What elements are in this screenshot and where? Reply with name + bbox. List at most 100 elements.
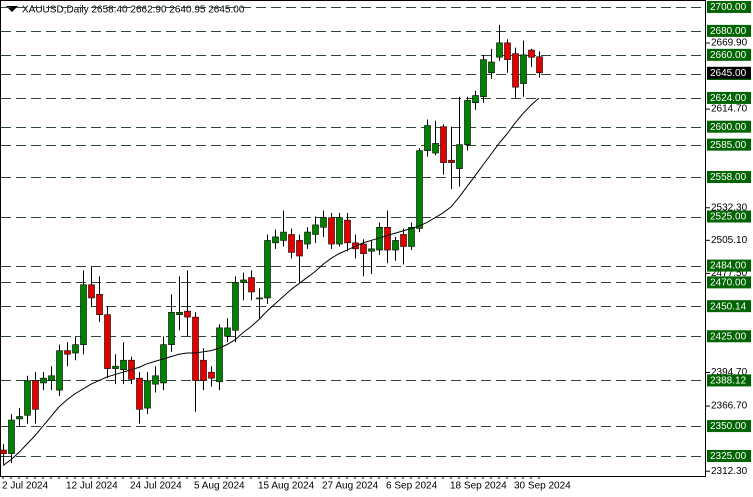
- level-label-box: [707, 276, 751, 289]
- level-label: 2660.00: [710, 50, 747, 61]
- candle-body: [152, 375, 159, 385]
- level-label-box: [707, 138, 751, 151]
- candle-body: [8, 419, 15, 454]
- candle-body: [24, 380, 31, 416]
- candle-body: [480, 59, 487, 98]
- level-label: 2484.00: [710, 261, 747, 272]
- candle-body: [168, 312, 175, 345]
- candle-body: [296, 240, 303, 257]
- candle-body: [16, 416, 23, 420]
- level-label: 2600.00: [710, 122, 747, 133]
- candle-body: [264, 240, 271, 299]
- candle-body: [472, 95, 479, 104]
- y-tick-label: 2505.10: [711, 235, 748, 246]
- level-label: 2350.00: [710, 421, 747, 432]
- y-tick-label: 2669.90: [711, 38, 748, 49]
- candle-body: [520, 54, 527, 84]
- candle-body: [56, 350, 63, 391]
- level-label: 2325.00: [710, 451, 747, 462]
- level-label: 2388.12: [710, 376, 747, 387]
- candle-body: [496, 42, 503, 58]
- level-label-box: [707, 0, 751, 13]
- candle-body: [240, 279, 247, 283]
- level-label: 2425.00: [710, 331, 747, 342]
- candle-body: [392, 240, 399, 251]
- chart-title: XAUUSD,Daily 2658.40 2662.90 2640.95 264…: [22, 5, 245, 16]
- candle-body: [272, 236, 279, 244]
- level-label-box: [707, 300, 751, 313]
- candle-body: [208, 371, 215, 379]
- candle-body: [280, 231, 287, 241]
- y-tick-label: 2477.50: [711, 268, 748, 279]
- candle-body: [176, 312, 183, 315]
- candle-body: [360, 243, 367, 254]
- level-label: 2470.00: [710, 278, 747, 289]
- x-tick-label: 15 Aug 2024: [258, 481, 315, 492]
- candle-body: [64, 350, 71, 355]
- level-label: 2680.00: [710, 26, 747, 37]
- level-label-box: [707, 170, 751, 183]
- level-label-box: [707, 420, 751, 433]
- level-label-box: [707, 259, 751, 272]
- candle-body: [456, 144, 463, 169]
- candle-body: [504, 42, 511, 60]
- candle-body: [136, 377, 143, 410]
- candle-body: [400, 234, 407, 247]
- level-label-box: [707, 48, 751, 61]
- candle-body: [144, 380, 151, 409]
- candle-body: [528, 49, 535, 58]
- x-tick-label: 12 Jul 2024: [66, 481, 118, 492]
- candle-body: [32, 380, 39, 410]
- candle-body: [96, 294, 103, 315]
- level-label-box: [707, 210, 751, 223]
- x-tick-label: 24 Jul 2024: [130, 481, 182, 492]
- last-price-box: [707, 66, 751, 79]
- candle-body: [440, 126, 447, 163]
- candle-body: [248, 277, 255, 293]
- candle-body: [328, 217, 335, 245]
- candle-body: [0, 449, 7, 454]
- x-tick-label: 18 Sep 2024: [450, 481, 507, 492]
- candle-body: [104, 314, 111, 369]
- candle-body: [80, 284, 87, 345]
- candle-body: [288, 234, 295, 253]
- level-label: 2450.14: [710, 301, 747, 312]
- y-tick-label: 2312.30: [711, 466, 748, 477]
- candle-body: [408, 226, 415, 247]
- candle-body: [432, 143, 439, 154]
- level-label-box: [707, 24, 751, 37]
- candle-body: [192, 316, 199, 381]
- candle-body: [224, 327, 231, 337]
- y-tick-label: 2366.70: [711, 401, 748, 412]
- level-label: 2624.00: [710, 93, 747, 104]
- x-tick-label: 6 Sep 2024: [386, 481, 438, 492]
- level-label-box: [707, 120, 751, 133]
- candle-body: [40, 377, 47, 384]
- level-label-box: [707, 330, 751, 343]
- plot-frame: [0, 0, 706, 477]
- candle-body: [112, 365, 119, 369]
- moving-average: [2, 97, 540, 466]
- candle-body: [120, 359, 127, 371]
- candle-body: [216, 327, 223, 383]
- x-tick-label: 30 Sep 2024: [514, 481, 571, 492]
- candle-body: [512, 53, 519, 88]
- candle-body: [488, 61, 495, 74]
- candle-body: [160, 344, 167, 384]
- x-tick-label: 27 Aug 2024: [322, 481, 379, 492]
- level-label-box: [707, 374, 751, 387]
- candle-body: [336, 217, 343, 245]
- candle-body: [384, 226, 391, 251]
- candle-body: [448, 159, 455, 163]
- candle-body: [312, 224, 319, 235]
- candle-body: [464, 100, 471, 145]
- candle-body: [368, 248, 375, 252]
- level-label: 2558.00: [710, 172, 747, 183]
- candle-body: [536, 56, 543, 74]
- candle-body: [424, 125, 431, 151]
- candle-body: [232, 282, 239, 331]
- candle-body: [416, 150, 423, 229]
- level-label-box: [707, 91, 751, 104]
- candle-body: [88, 284, 95, 299]
